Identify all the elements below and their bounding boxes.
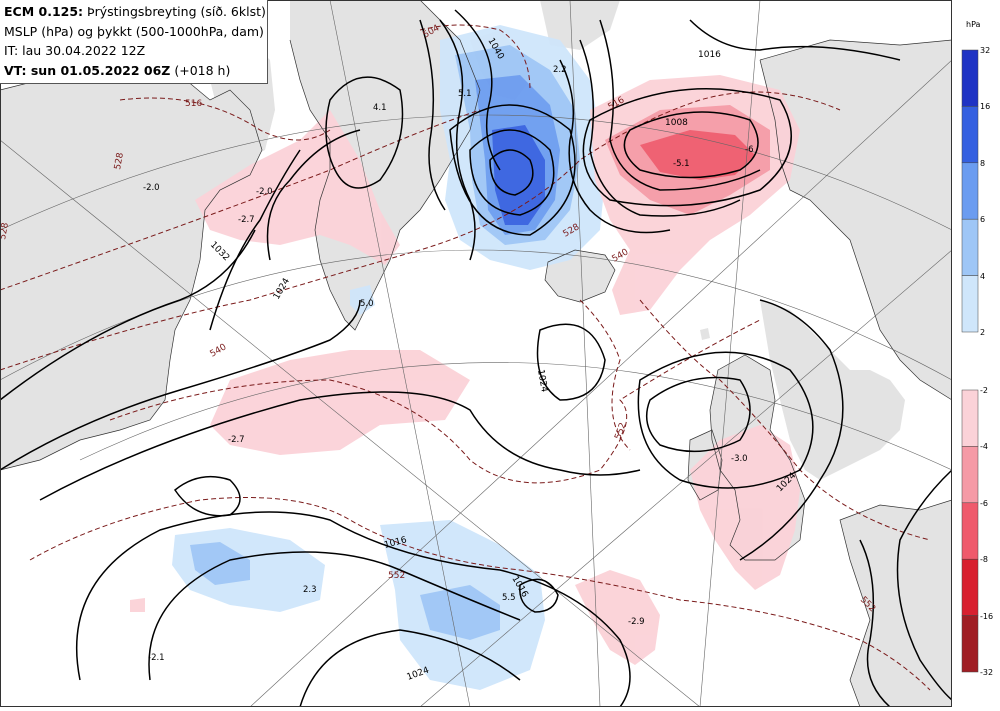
value-label: -2.1 — [148, 653, 165, 663]
legend-swatch — [961, 106, 979, 164]
legend-tick-label: -4 — [980, 442, 988, 451]
model-name: ECM 0.125: — [4, 4, 84, 19]
legend-tick-label: -32 — [980, 668, 993, 677]
thickness-label: 528 — [113, 152, 126, 171]
rise-area-south-inner — [420, 585, 500, 640]
valid-time: VT: sun 01.05.2022 06Z — [4, 62, 171, 78]
legend-tick-label: -2 — [980, 386, 988, 395]
land-arctic-islands — [540, 0, 620, 50]
fall-area-greenland — [195, 110, 400, 265]
value-label: -2.0 — [143, 183, 160, 193]
thickness-label: 516 — [185, 99, 202, 109]
info-line-title: ECM 0.125: Þrýstingsbreyting (síð. 6klst… — [4, 2, 267, 22]
map-info-box: ECM 0.125: Þrýstingsbreyting (síð. 6klst… — [0, 0, 268, 84]
legend: hPa 32 16 8 6 4 2 -2 -4 -6 -8 -16 — [961, 20, 993, 677]
legend-tick-label: 32 — [980, 46, 990, 55]
value-label: -3.0 — [731, 454, 748, 464]
legend-tick-label: -8 — [980, 555, 988, 564]
info-line-init-time: IT: lau 30.04.2022 12Z — [4, 43, 146, 58]
rise-area-davis-inner — [190, 542, 250, 585]
fall-area-central — [210, 350, 470, 455]
legend-swatch — [961, 389, 979, 447]
value-label: 5.1 — [458, 89, 472, 99]
thickness-label: 552 — [388, 571, 405, 581]
legend-falling-bar: -2 -4 -6 -8 -16 -32 — [961, 386, 993, 677]
legend-swatch — [961, 218, 979, 276]
value-label: -6 — [745, 145, 753, 155]
info-line-valid-time: VT: sun 01.05.2022 06Z (+018 h) — [4, 61, 267, 81]
value-label: 5.0 — [360, 299, 374, 309]
legend-swatch — [961, 502, 979, 560]
legend-swatch — [961, 49, 979, 107]
legend-tick-label: 8 — [980, 159, 985, 168]
fall-area-tiny — [130, 598, 145, 612]
legend-tick-label: -16 — [980, 612, 993, 621]
thickness-label: 528 — [0, 222, 11, 241]
value-label: 4.1 — [373, 103, 387, 113]
legend-tick-label: 16 — [980, 102, 990, 111]
legend-tick-label: 6 — [980, 215, 985, 224]
isobar-label: 1024 — [535, 369, 549, 394]
legend-swatch — [961, 615, 979, 673]
isobar-label: 1016 — [698, 50, 721, 60]
legend-swatch — [961, 162, 979, 220]
value-label: -2.7 — [238, 215, 255, 225]
forecast-hour: (+018 h) — [174, 62, 231, 78]
legend-swatch — [961, 558, 979, 616]
value-label: -2.9 — [628, 617, 645, 627]
fall-area-uk — [690, 425, 800, 590]
legend-unit: hPa — [966, 20, 981, 29]
isobars — [0, 9, 952, 707]
value-label: 2.3 — [303, 585, 317, 595]
fall-area-6 — [640, 130, 755, 180]
value-label: -5.1 — [673, 159, 690, 169]
product-title: Þrýstingsbreyting (síð. 6klst) — [87, 4, 266, 19]
legend-tick-label: 2 — [980, 328, 985, 337]
legend-swatch — [961, 446, 979, 504]
legend-tick-label: 4 — [980, 272, 985, 281]
value-label: -2.0 — [256, 187, 273, 197]
thickness-contours — [0, 24, 931, 691]
isobar-label: 1008 — [665, 118, 688, 128]
land-faroe — [700, 328, 710, 340]
rise-area-small — [350, 285, 375, 315]
value-labels: 5.1 2.2 4.1 -2.0 -2.0 -2.7 -5.1 -6 5.0 -… — [143, 65, 753, 663]
legend-swatch — [961, 275, 979, 333]
value-label: -2.7 — [228, 435, 245, 445]
value-label: 5.5 — [502, 593, 516, 603]
legend-tick-label: -6 — [980, 499, 988, 508]
info-line-fields: MSLP (hPa) og þykkt (500-1000hPa, dam) — [4, 23, 264, 39]
graticule — [0, 0, 952, 707]
land-scandinavia — [760, 40, 952, 400]
value-label: 2.2 — [553, 65, 567, 75]
fall-area-south — [575, 570, 660, 665]
land-canada — [0, 60, 262, 470]
land-iceland — [545, 250, 615, 302]
legend-rising-bar: 32 16 8 6 4 2 — [961, 46, 990, 337]
